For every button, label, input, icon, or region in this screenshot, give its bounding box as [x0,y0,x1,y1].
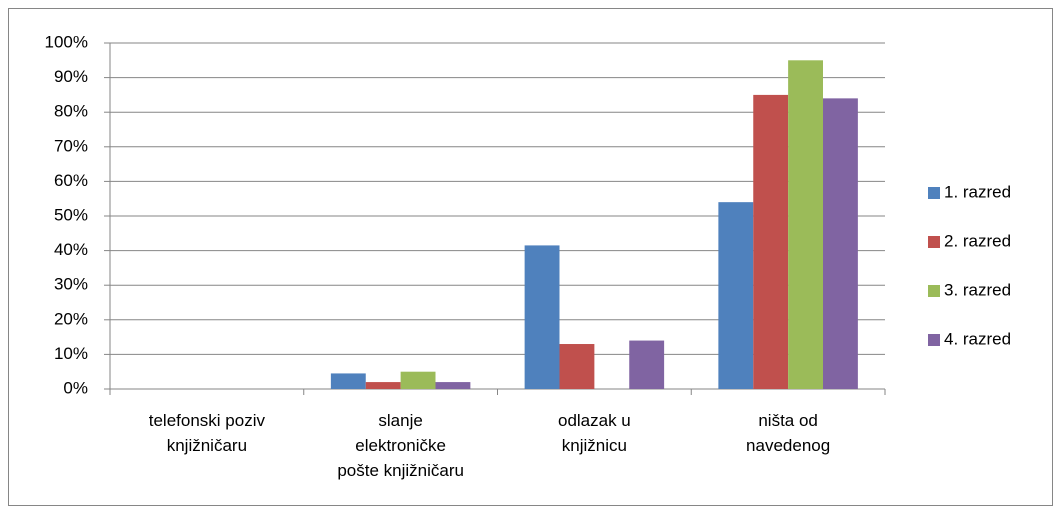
bar [365,382,401,389]
y-tick-label: 60% [54,171,88,190]
x-tick-label: slanje elektroničke pošte knjižničaru [337,411,464,480]
y-tick-label: 40% [54,240,88,259]
y-tick-label: 70% [54,136,88,155]
legend-label: 4. razred [944,329,1011,348]
y-tick-label: 50% [54,205,88,224]
bar [823,98,858,390]
y-tick-label: 30% [54,275,88,294]
bar [788,60,823,390]
legend-swatch [928,285,940,297]
x-tick-label: telefonski poziv knjižničaru [149,411,266,455]
bar [400,371,436,389]
legend-label: 1. razred [944,182,1011,201]
bar [435,382,471,389]
x-tick-label: odlazak u knjižnicu [558,411,631,455]
y-tick-label: 10% [54,344,88,363]
y-tick-label: 100% [45,32,88,51]
legend-label: 3. razred [944,280,1011,299]
bar [524,245,560,389]
bar [629,340,665,389]
bar [559,344,595,389]
y-tick-label: 20% [54,309,88,328]
y-tick-label: 90% [54,67,88,86]
bar [718,202,754,389]
legend-label: 2. razred [944,231,1011,250]
y-tick-label: 0% [63,378,88,397]
legend-swatch [928,187,940,199]
x-tick-label: ništa od navedenog [746,411,830,455]
bar [753,94,789,390]
legend-swatch [928,236,940,248]
legend-swatch [928,334,940,346]
y-tick-label: 80% [54,102,88,121]
bar [330,373,366,389]
